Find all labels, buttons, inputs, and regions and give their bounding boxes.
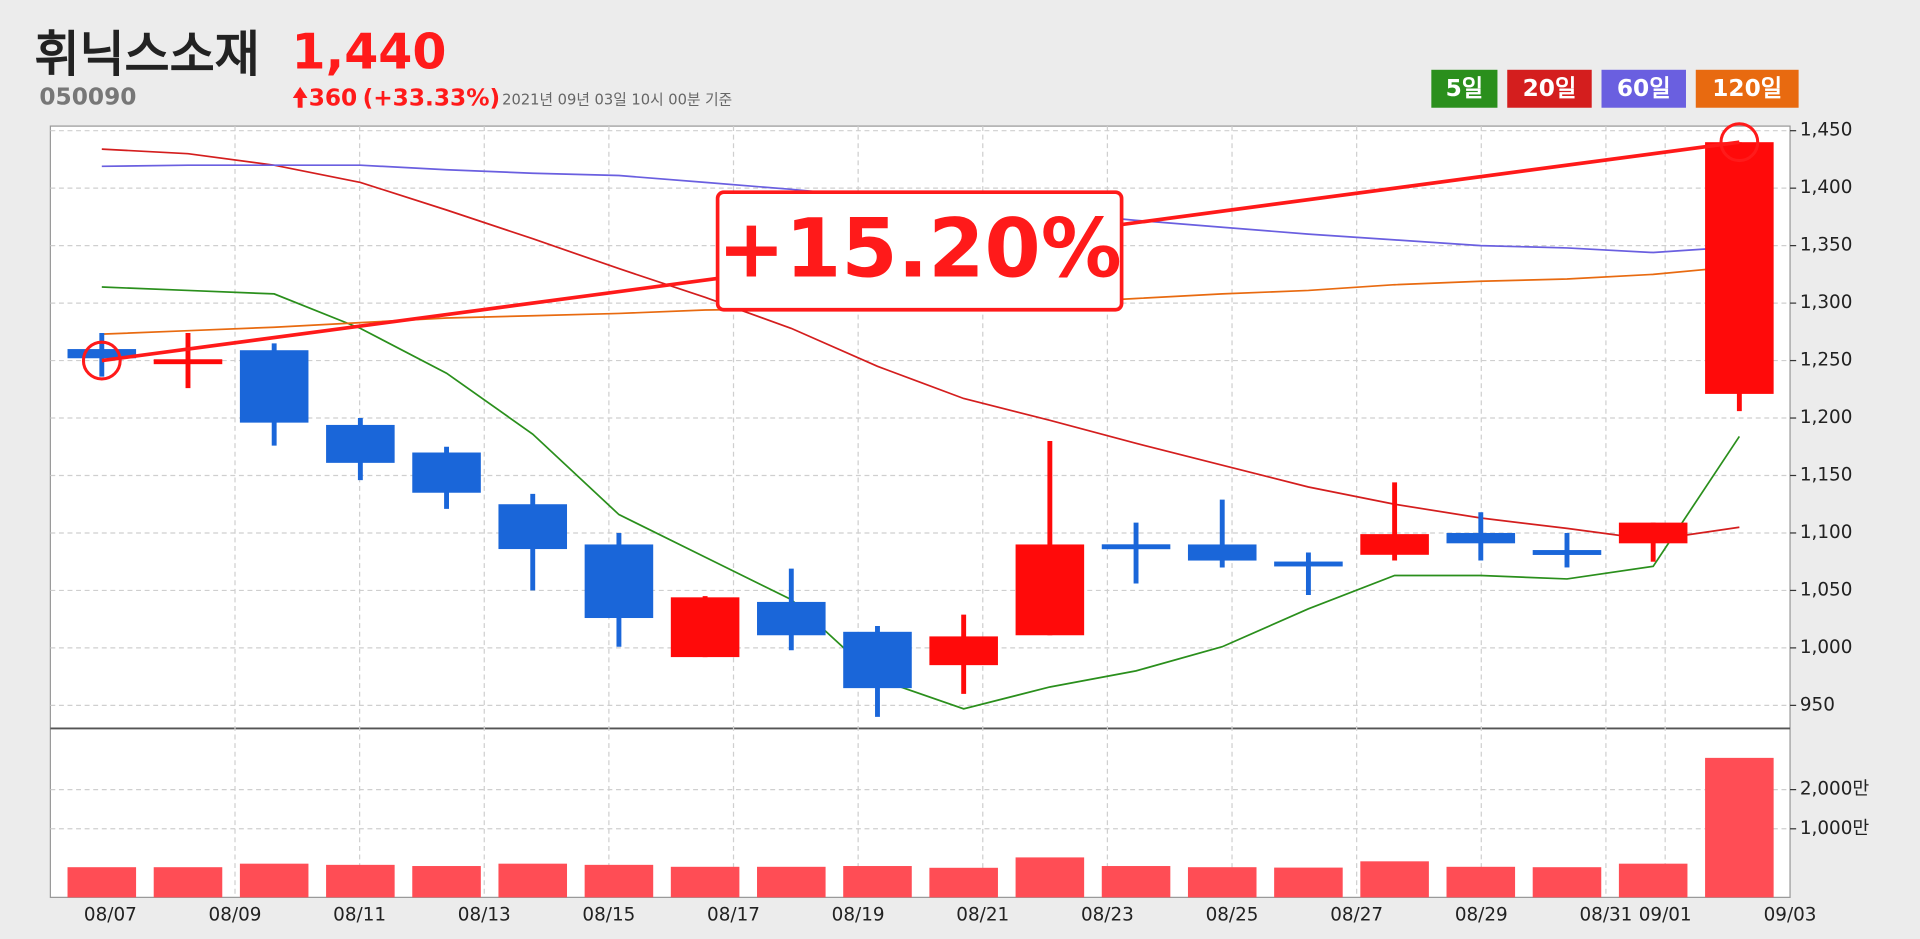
volume-bar — [843, 866, 912, 898]
x-tick-label: 08/23 — [1081, 905, 1134, 926]
stock-code: 050090 — [39, 83, 136, 110]
y-tick-label: 950 — [1800, 694, 1835, 715]
x-tick-label: 09/01 — [1639, 905, 1692, 926]
candle-body — [670, 597, 740, 658]
candle-body — [1618, 522, 1688, 544]
x-tick-label: 08/15 — [582, 905, 635, 926]
candle-body — [1705, 142, 1774, 394]
change: 360 — [309, 85, 358, 112]
timestamp: 2021년 09년 03일 10시 00분 기준 — [502, 91, 732, 108]
volume-bar — [1187, 867, 1257, 898]
x-tick-label: 08/19 — [832, 905, 885, 926]
legend-label: 20일 — [1523, 75, 1577, 102]
change-pct: (+33.33%) — [363, 85, 501, 112]
y-tick-label: 1,000만 — [1800, 818, 1870, 839]
candle-body — [1274, 561, 1343, 567]
y-tick-label: 1,000 — [1800, 637, 1853, 658]
candle-body — [1532, 550, 1602, 555]
ma-line — [101, 286, 1741, 710]
volume-bar — [239, 863, 309, 898]
legend-button[interactable] — [1695, 69, 1799, 108]
y-tick-label: 1,300 — [1800, 292, 1853, 313]
annotation: +15.20% — [717, 203, 1121, 297]
x-tick-label: 08/09 — [209, 905, 262, 926]
candle-body — [1101, 544, 1171, 550]
x-tick-label: 08/17 — [707, 905, 760, 926]
volume-bar — [1101, 866, 1171, 898]
volume-bar — [1446, 866, 1516, 898]
legend-label: 5일 — [1446, 75, 1484, 102]
volume-bar — [757, 866, 826, 898]
y-tick-label: 2,000만 — [1800, 779, 1870, 800]
candle-body — [584, 544, 654, 619]
candle-body — [1360, 534, 1429, 555]
x-tick-label: 09/03 — [1764, 905, 1817, 926]
volume-bar — [1360, 861, 1429, 898]
y-tick-label: 1,200 — [1800, 407, 1853, 428]
x-tick-label: 08/27 — [1330, 905, 1383, 926]
candle-body — [929, 636, 998, 666]
ma-line — [101, 148, 1740, 541]
volume-bar — [584, 864, 654, 898]
x-tick-label: 08/25 — [1206, 905, 1259, 926]
legend-label: 60일 — [1617, 75, 1671, 102]
x-tick-label: 08/29 — [1455, 905, 1508, 926]
volume-bar — [1705, 757, 1774, 898]
volume-bar — [67, 867, 137, 898]
volume-bar — [412, 866, 481, 898]
trend-start — [81, 340, 122, 381]
candle-body — [757, 601, 826, 636]
candle-body — [326, 424, 395, 463]
legend-label: 120일 — [1712, 75, 1782, 102]
candle-body — [412, 452, 481, 493]
volume-bar — [498, 863, 568, 898]
volume-bar — [153, 867, 223, 898]
candle-body — [843, 631, 912, 689]
y-tick-label: 1,100 — [1800, 522, 1853, 543]
candle-body — [67, 349, 137, 359]
x-tick-label: 08/13 — [458, 905, 511, 926]
y-tick-label: 1,050 — [1800, 579, 1853, 600]
candle-body — [1446, 532, 1516, 544]
volume-bar — [929, 867, 998, 898]
candle-body — [498, 504, 568, 550]
up-arrow — [292, 86, 308, 108]
volume-bar — [1015, 857, 1085, 898]
trend-end — [1719, 122, 1760, 163]
legend-button[interactable] — [1431, 69, 1498, 108]
stock-name: 휘닉스소재 — [34, 26, 259, 83]
volume-bar — [670, 866, 740, 898]
x-tick-label: 08/21 — [956, 905, 1009, 926]
stock-price: 1,440 — [292, 24, 447, 81]
annotation-box — [715, 190, 1124, 312]
volume-bar — [1532, 867, 1602, 898]
x-tick-label: 08/07 — [84, 905, 137, 926]
y-tick-label: 1,400 — [1800, 177, 1853, 198]
legend-button[interactable] — [1601, 69, 1686, 108]
y-tick-label: 1,250 — [1800, 350, 1853, 371]
candle-body — [1187, 544, 1257, 561]
y-tick-label: 1,450 — [1800, 120, 1853, 141]
y-tick-label: 1,150 — [1800, 464, 1853, 485]
candle-body — [1015, 544, 1085, 636]
legend-button[interactable] — [1507, 69, 1592, 108]
candle-body — [239, 350, 309, 423]
volume-bar — [1274, 867, 1343, 898]
volume-bar — [1618, 863, 1688, 898]
y-tick-label: 1,350 — [1800, 235, 1853, 256]
chart: 08/07 08/09 08/11 08/13 08/15 08/17 08/19 08/21… — [50, 69, 1870, 926]
volume-bar — [326, 864, 395, 898]
candle-body — [153, 359, 223, 365]
x-tick-label: 08/11 — [333, 905, 386, 926]
x-tick-label: 08/31 — [1579, 905, 1632, 926]
